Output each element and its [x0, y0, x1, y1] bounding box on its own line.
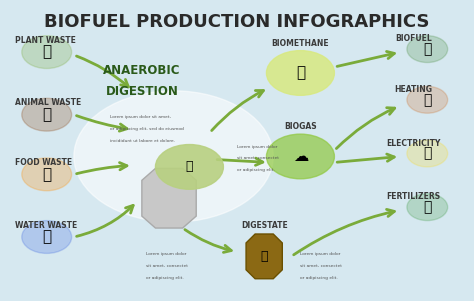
Text: ANIMAL WASTE: ANIMAL WASTE	[15, 98, 81, 107]
Text: ANAEROBIC: ANAEROBIC	[103, 64, 181, 77]
Text: Lorem ipsum dolor sit amet,: Lorem ipsum dolor sit amet,	[110, 115, 171, 119]
Text: HEATING: HEATING	[395, 85, 433, 94]
Text: sit amet, consectet: sit amet, consectet	[301, 264, 342, 268]
Text: incididunt ut labore et dolore.: incididunt ut labore et dolore.	[110, 138, 175, 143]
Text: ELECTRICITY: ELECTRICITY	[386, 138, 441, 147]
Text: Lorem ipsum dolor: Lorem ipsum dolor	[146, 252, 187, 256]
Polygon shape	[142, 168, 196, 228]
Circle shape	[22, 221, 72, 253]
Text: Lorem ipsum dolor: Lorem ipsum dolor	[237, 144, 277, 148]
Text: BIOFUEL: BIOFUEL	[395, 34, 432, 43]
Text: 🌱: 🌱	[423, 200, 431, 214]
Text: Lorem ipsum dolor: Lorem ipsum dolor	[301, 252, 341, 256]
Circle shape	[74, 91, 273, 222]
Text: WATER WASTE: WATER WASTE	[15, 221, 77, 230]
Circle shape	[22, 158, 72, 191]
Circle shape	[22, 36, 72, 69]
Circle shape	[155, 144, 223, 189]
Text: 🍎: 🍎	[42, 167, 51, 182]
Text: BIOFUEL PRODUCTION INFOGRAPHICS: BIOFUEL PRODUCTION INFOGRAPHICS	[44, 13, 430, 31]
Text: 🏭: 🏭	[296, 65, 305, 80]
Text: FERTILIZERS: FERTILIZERS	[387, 192, 441, 201]
Text: PLANT WASTE: PLANT WASTE	[15, 36, 76, 45]
Circle shape	[407, 194, 447, 221]
Text: 🍲: 🍲	[260, 250, 268, 263]
Text: DIGESTATE: DIGESTATE	[241, 221, 288, 230]
Text: FOOD WASTE: FOOD WASTE	[15, 158, 72, 167]
Text: 🦠: 🦠	[186, 160, 193, 173]
Text: BIOGAS: BIOGAS	[284, 122, 317, 131]
Text: or adipiscing elit, sed do eiusmod: or adipiscing elit, sed do eiusmod	[110, 127, 184, 131]
Text: 🛢: 🛢	[423, 42, 431, 56]
Text: or adipiscing elit.: or adipiscing elit.	[237, 168, 275, 172]
Circle shape	[407, 86, 447, 113]
Polygon shape	[246, 234, 283, 279]
Text: ☁: ☁	[293, 149, 308, 164]
Text: sit amet, consectet: sit amet, consectet	[237, 157, 279, 160]
Text: 🔥: 🔥	[423, 93, 431, 107]
Text: BIOMETHANE: BIOMETHANE	[272, 39, 329, 48]
Text: 🌿: 🌿	[42, 45, 51, 60]
Circle shape	[407, 36, 447, 63]
Text: or adipiscing elit.: or adipiscing elit.	[146, 276, 184, 280]
Circle shape	[22, 98, 72, 131]
Text: DIGESTION: DIGESTION	[105, 85, 178, 98]
Text: or adipiscing elit.: or adipiscing elit.	[301, 276, 338, 280]
Text: 💡: 💡	[423, 147, 431, 160]
Circle shape	[266, 51, 335, 95]
Text: sit amet, consectet: sit amet, consectet	[146, 264, 188, 268]
Text: 💧: 💧	[42, 229, 51, 244]
Text: 🐄: 🐄	[42, 107, 51, 122]
Circle shape	[266, 134, 335, 179]
Circle shape	[407, 140, 447, 167]
